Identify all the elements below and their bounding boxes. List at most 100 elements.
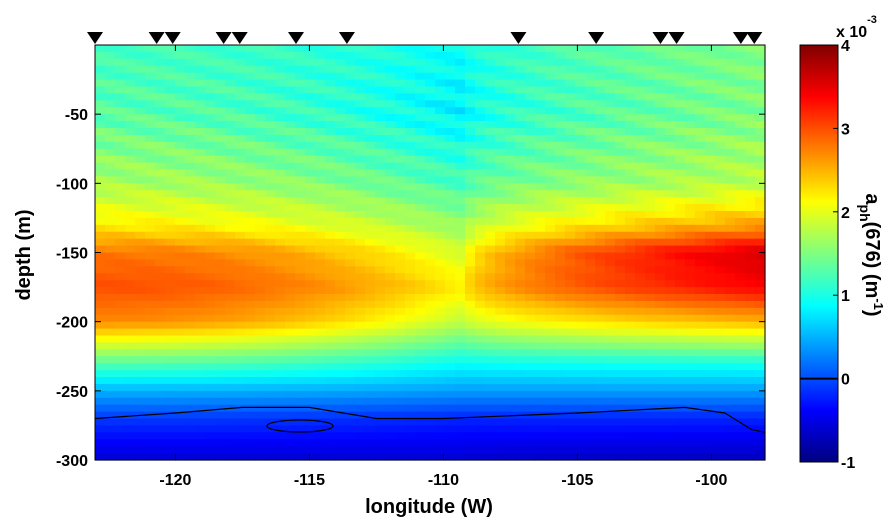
heatmap-cell [575, 79, 586, 88]
heatmap-cell [305, 404, 316, 413]
heatmap-cell [625, 370, 636, 378]
heatmap-cell [115, 432, 126, 440]
heatmap-cell [725, 280, 736, 288]
heatmap-cell [475, 328, 486, 337]
heatmap-cell [205, 162, 216, 171]
heatmap-cell [145, 390, 156, 399]
heatmap-cell [475, 307, 486, 316]
heatmap-cell [165, 432, 176, 440]
heatmap-cell [735, 300, 746, 309]
heatmap-cell [415, 280, 426, 288]
heatmap-cell [285, 397, 296, 406]
heatmap-cell [165, 197, 176, 205]
heatmap-cell [255, 238, 266, 247]
heatmap-cell [235, 45, 246, 53]
heatmap-cell [595, 148, 606, 157]
heatmap-cell [265, 217, 276, 226]
heatmap-cell [265, 335, 276, 344]
heatmap-cell [265, 176, 276, 184]
heatmap-cell [365, 383, 376, 392]
heatmap-cell [115, 404, 126, 413]
heatmap-cell [385, 300, 396, 309]
heatmap-cell [125, 51, 136, 60]
heatmap-cell [145, 335, 156, 344]
heatmap-cell [565, 134, 576, 143]
heatmap-cell [545, 404, 556, 413]
heatmap-cell [585, 328, 596, 337]
heatmap-cell [415, 204, 426, 212]
heatmap-cell [415, 114, 426, 122]
heatmap-cell [415, 328, 426, 337]
heatmap-cell [225, 217, 236, 226]
heatmap-cell [415, 273, 426, 281]
heatmap-cell [505, 280, 516, 288]
heatmap-cell [255, 141, 266, 150]
heatmap-cell [175, 300, 186, 309]
heatmap-cell [665, 314, 676, 323]
heatmap-cell [355, 383, 366, 392]
heatmap-cell [195, 314, 206, 323]
heatmap-cell [505, 363, 516, 371]
heatmap-cell [185, 342, 196, 350]
heatmap-cell [675, 259, 686, 267]
heatmap-cell [515, 176, 526, 184]
heatmap-cell [245, 162, 256, 171]
heatmap-cell [425, 287, 436, 295]
heatmap-cell [555, 121, 566, 129]
heatmap-cell [645, 176, 656, 184]
heatmap-cell [555, 404, 566, 413]
heatmap-cell [495, 294, 506, 302]
heatmap-cell [615, 204, 626, 212]
heatmap-cell [255, 439, 266, 447]
heatmap-cell [225, 51, 236, 60]
heatmap-cell [465, 259, 476, 267]
heatmap-cell [545, 141, 556, 150]
colorbar-tick-label: 4 [841, 38, 850, 55]
heatmap-cell [535, 238, 546, 247]
heatmap-cell [95, 141, 106, 150]
heatmap-cell [205, 300, 216, 309]
heatmap-cell [115, 204, 126, 212]
heatmap-cell [275, 79, 286, 88]
heatmap-cell [465, 300, 476, 309]
heatmap-cell [755, 148, 766, 157]
heatmap-cell [565, 79, 576, 88]
heatmap-cell [275, 114, 286, 122]
heatmap-cell [255, 183, 266, 191]
heatmap-cell [225, 273, 236, 281]
colorbar-tick-label: 2 [841, 205, 850, 222]
heatmap-cell [555, 183, 566, 191]
heatmap-cell [655, 183, 666, 191]
heatmap-cell [185, 390, 196, 399]
heatmap-cell [465, 183, 476, 191]
heatmap-cell [295, 287, 306, 295]
heatmap-cell [675, 432, 686, 440]
heatmap-cell [705, 439, 716, 447]
heatmap-cell [495, 86, 506, 95]
heatmap-cell [135, 397, 146, 406]
heatmap-cell [565, 418, 576, 427]
heatmap-cell [435, 58, 446, 67]
heatmap-cell [325, 432, 336, 440]
heatmap-cell [135, 45, 146, 53]
heatmap-cell [725, 134, 736, 143]
heatmap-cell [435, 363, 446, 371]
heatmap-cell [445, 176, 456, 184]
heatmap-cell [95, 58, 106, 67]
heatmap-cell [685, 439, 696, 447]
heatmap-cell [595, 72, 606, 81]
heatmap-cell [255, 86, 266, 95]
heatmap-cell [245, 446, 256, 454]
heatmap-cell [205, 356, 216, 364]
heatmap-cell [605, 280, 616, 288]
heatmap-cell [425, 148, 436, 157]
heatmap-cell [155, 58, 166, 67]
heatmap-cell [455, 190, 466, 198]
heatmap-cell [545, 349, 556, 357]
heatmap-cell [735, 307, 746, 316]
heatmap-cell [675, 300, 686, 309]
heatmap-cell [635, 245, 646, 254]
heatmap-cell [215, 141, 226, 150]
heatmap-cell [275, 107, 286, 115]
heatmap-cell [385, 356, 396, 364]
